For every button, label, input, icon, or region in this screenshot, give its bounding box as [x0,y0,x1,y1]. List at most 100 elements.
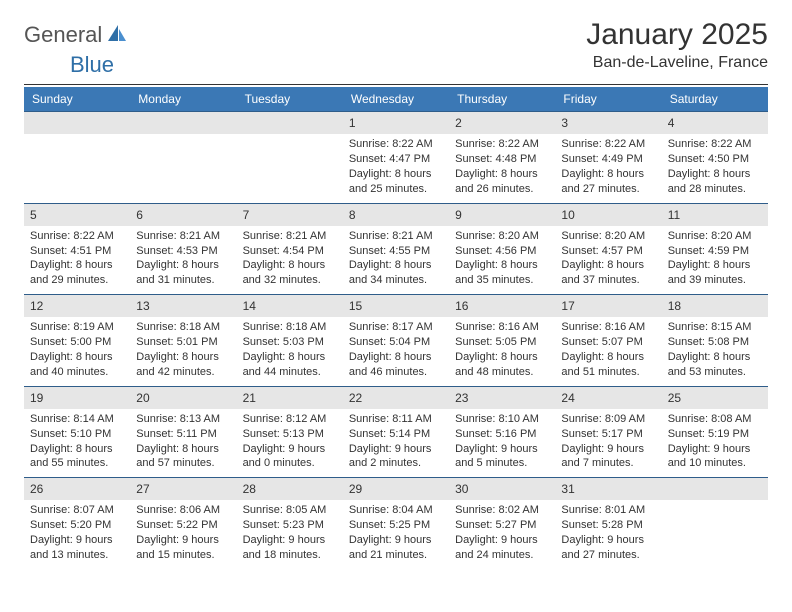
day-daylight2: and 44 minutes. [243,365,337,380]
day-cell: 23Sunrise: 8:10 AMSunset: 5:16 PMDayligh… [449,386,555,478]
day-cell [130,111,236,203]
day-number: 22 [343,386,449,409]
day-body: Sunrise: 8:21 AMSunset: 4:53 PMDaylight:… [130,226,236,294]
day-daylight1: Daylight: 8 hours [668,167,762,182]
day-number: 5 [24,203,130,226]
day-daylight1: Daylight: 8 hours [668,258,762,273]
day-sunset: Sunset: 4:57 PM [561,244,655,259]
day-body [662,500,768,509]
day-cell: 16Sunrise: 8:16 AMSunset: 5:05 PMDayligh… [449,294,555,386]
dow-sun: Sunday [24,87,130,111]
day-daylight2: and 40 minutes. [30,365,124,380]
day-body: Sunrise: 8:20 AMSunset: 4:57 PMDaylight:… [555,226,661,294]
day-sunset: Sunset: 5:00 PM [30,335,124,350]
day-daylight1: Daylight: 9 hours [455,442,549,457]
day-sunset: Sunset: 5:11 PM [136,427,230,442]
day-cell: 15Sunrise: 8:17 AMSunset: 5:04 PMDayligh… [343,294,449,386]
day-daylight1: Daylight: 8 hours [668,350,762,365]
brand-text-2: Blue [70,52,114,78]
day-daylight2: and 27 minutes. [561,548,655,563]
dow-wed: Wednesday [343,87,449,111]
day-number: 12 [24,294,130,317]
day-sunrise: Sunrise: 8:13 AM [136,412,230,427]
day-body: Sunrise: 8:22 AMSunset: 4:49 PMDaylight:… [555,134,661,202]
day-body: Sunrise: 8:22 AMSunset: 4:51 PMDaylight:… [24,226,130,294]
day-body: Sunrise: 8:22 AMSunset: 4:47 PMDaylight:… [343,134,449,202]
day-daylight1: Daylight: 8 hours [561,350,655,365]
day-sunrise: Sunrise: 8:18 AM [243,320,337,335]
day-daylight1: Daylight: 8 hours [30,442,124,457]
day-sunset: Sunset: 4:51 PM [30,244,124,259]
day-sunrise: Sunrise: 8:18 AM [136,320,230,335]
day-number: 21 [237,386,343,409]
day-daylight2: and 24 minutes. [455,548,549,563]
day-daylight2: and 5 minutes. [455,456,549,471]
day-number: 8 [343,203,449,226]
day-daylight2: and 32 minutes. [243,273,337,288]
day-number: 7 [237,203,343,226]
day-daylight2: and 51 minutes. [561,365,655,380]
day-cell: 14Sunrise: 8:18 AMSunset: 5:03 PMDayligh… [237,294,343,386]
day-daylight1: Daylight: 8 hours [136,350,230,365]
day-body: Sunrise: 8:07 AMSunset: 5:20 PMDaylight:… [24,500,130,568]
day-cell: 2Sunrise: 8:22 AMSunset: 4:48 PMDaylight… [449,111,555,203]
day-number: 17 [555,294,661,317]
day-number: 26 [24,477,130,500]
day-sunrise: Sunrise: 8:15 AM [668,320,762,335]
calendar: Sunday Monday Tuesday Wednesday Thursday… [24,87,768,569]
day-number: 2 [449,111,555,134]
day-body: Sunrise: 8:18 AMSunset: 5:01 PMDaylight:… [130,317,236,385]
day-daylight1: Daylight: 8 hours [455,350,549,365]
day-daylight2: and 42 minutes. [136,365,230,380]
day-number: 27 [130,477,236,500]
day-daylight1: Daylight: 9 hours [243,442,337,457]
day-daylight2: and 46 minutes. [349,365,443,380]
day-sunset: Sunset: 5:17 PM [561,427,655,442]
day-sunrise: Sunrise: 8:19 AM [30,320,124,335]
day-daylight1: Daylight: 8 hours [136,442,230,457]
day-body: Sunrise: 8:14 AMSunset: 5:10 PMDaylight:… [24,409,130,477]
day-daylight2: and 53 minutes. [668,365,762,380]
day-body: Sunrise: 8:20 AMSunset: 4:56 PMDaylight:… [449,226,555,294]
day-sunset: Sunset: 5:05 PM [455,335,549,350]
day-body: Sunrise: 8:11 AMSunset: 5:14 PMDaylight:… [343,409,449,477]
day-body: Sunrise: 8:13 AMSunset: 5:11 PMDaylight:… [130,409,236,477]
day-number: 20 [130,386,236,409]
week-row: 19Sunrise: 8:14 AMSunset: 5:10 PMDayligh… [24,386,768,478]
day-sunrise: Sunrise: 8:22 AM [455,137,549,152]
day-sunset: Sunset: 4:55 PM [349,244,443,259]
day-sunset: Sunset: 5:08 PM [668,335,762,350]
day-sunset: Sunset: 5:19 PM [668,427,762,442]
day-daylight2: and 18 minutes. [243,548,337,563]
day-cell: 18Sunrise: 8:15 AMSunset: 5:08 PMDayligh… [662,294,768,386]
day-sunrise: Sunrise: 8:21 AM [136,229,230,244]
day-body: Sunrise: 8:01 AMSunset: 5:28 PMDaylight:… [555,500,661,568]
day-daylight2: and 37 minutes. [561,273,655,288]
day-number: 18 [662,294,768,317]
day-daylight1: Daylight: 8 hours [455,258,549,273]
day-cell: 13Sunrise: 8:18 AMSunset: 5:01 PMDayligh… [130,294,236,386]
day-sunset: Sunset: 5:20 PM [30,518,124,533]
day-cell [24,111,130,203]
day-cell: 27Sunrise: 8:06 AMSunset: 5:22 PMDayligh… [130,477,236,569]
day-number: 4 [662,111,768,134]
day-body: Sunrise: 8:15 AMSunset: 5:08 PMDaylight:… [662,317,768,385]
day-daylight1: Daylight: 9 hours [136,533,230,548]
day-body: Sunrise: 8:16 AMSunset: 5:07 PMDaylight:… [555,317,661,385]
day-daylight2: and 26 minutes. [455,182,549,197]
day-sunrise: Sunrise: 8:10 AM [455,412,549,427]
day-number: 19 [24,386,130,409]
day-body [24,134,130,143]
day-number: 31 [555,477,661,500]
day-sunrise: Sunrise: 8:11 AM [349,412,443,427]
day-sunset: Sunset: 5:01 PM [136,335,230,350]
day-cell: 10Sunrise: 8:20 AMSunset: 4:57 PMDayligh… [555,203,661,295]
day-body: Sunrise: 8:09 AMSunset: 5:17 PMDaylight:… [555,409,661,477]
day-sunrise: Sunrise: 8:09 AM [561,412,655,427]
day-cell: 31Sunrise: 8:01 AMSunset: 5:28 PMDayligh… [555,477,661,569]
day-body: Sunrise: 8:05 AMSunset: 5:23 PMDaylight:… [237,500,343,568]
day-body: Sunrise: 8:04 AMSunset: 5:25 PMDaylight:… [343,500,449,568]
day-sunrise: Sunrise: 8:08 AM [668,412,762,427]
day-daylight1: Daylight: 8 hours [349,350,443,365]
day-daylight2: and 55 minutes. [30,456,124,471]
